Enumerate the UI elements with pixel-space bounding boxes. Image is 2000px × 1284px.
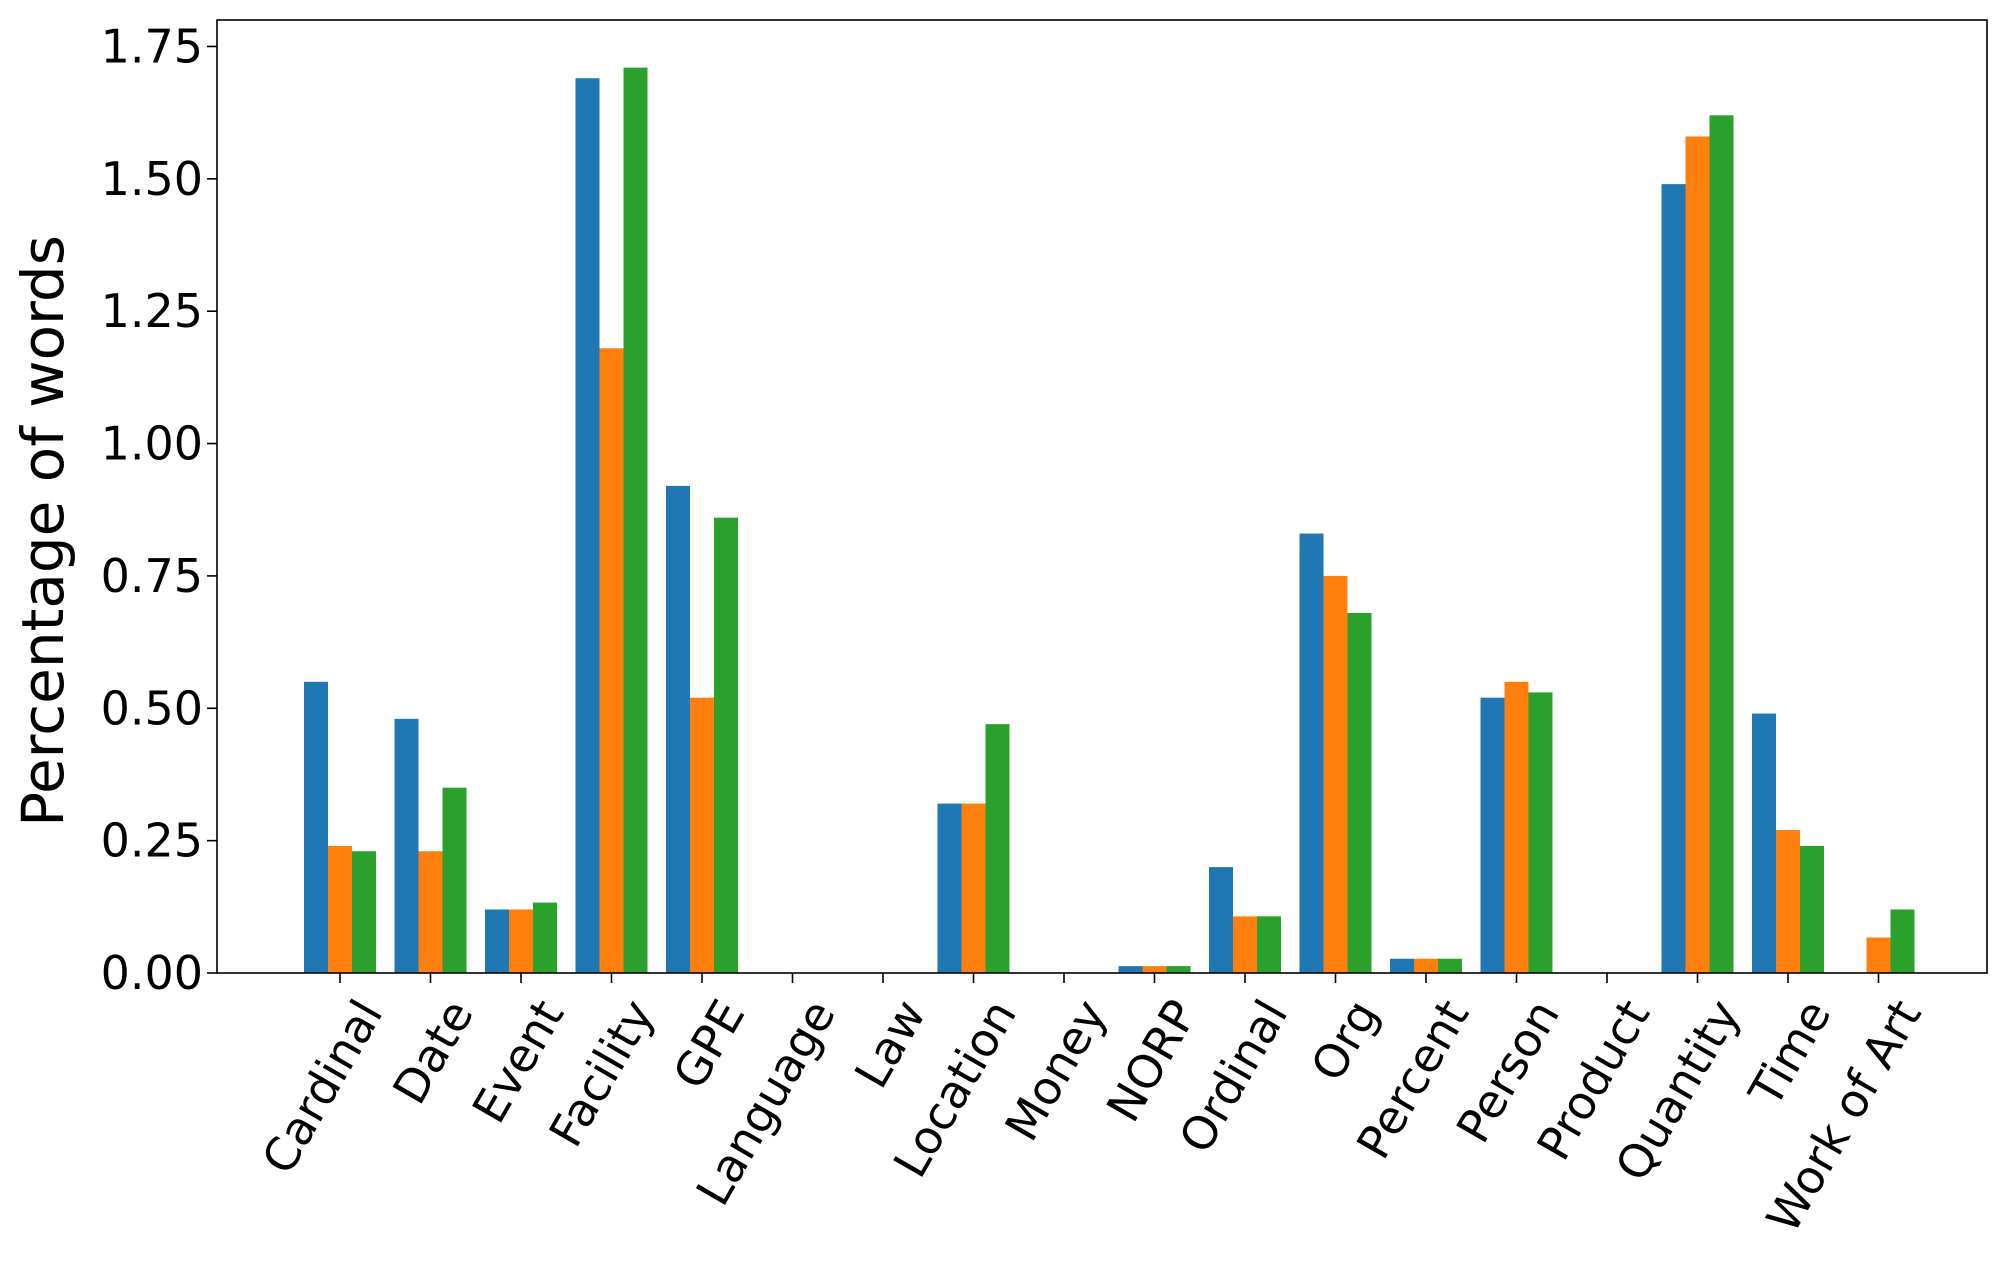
bar-cardinal-series-1 [304, 681, 328, 973]
x-tick-label-gpe: GPE [662, 991, 755, 1098]
bar-location-series-2 [961, 803, 986, 973]
y-tick-label: 1.75 [101, 19, 203, 73]
x-tick-label-org: Org [1300, 991, 1389, 1090]
bars-group [304, 67, 1915, 974]
y-tick-label: 0.75 [101, 549, 203, 603]
bar-event-series-1 [485, 909, 509, 973]
y-tick-label: 0.50 [101, 681, 203, 735]
plot-frame [216, 19, 1988, 974]
bar-percent-series-2 [1414, 958, 1438, 973]
y-axis: 0.00 0.25 0.50 0.75 1.00 1.25 1.50 1.75 [101, 19, 217, 1000]
bar-time-series-3 [1800, 845, 1824, 973]
y-tick-label: 1.00 [101, 417, 203, 471]
bar-work-of-art-series-3 [1890, 909, 1915, 973]
bar-date-series-2 [418, 851, 443, 973]
bar-facility-series-3 [623, 67, 648, 973]
bar-percent-series-1 [1390, 958, 1414, 973]
bar-event-series-2 [509, 909, 533, 973]
bar-location-series-3 [985, 724, 1010, 973]
bar-gpe-series-1 [666, 485, 690, 973]
bar-ordinal-series-3 [1257, 916, 1281, 973]
y-tick-label: 1.50 [101, 152, 203, 206]
x-tick-label-law: Law [844, 991, 936, 1097]
bar-person-series-3 [1528, 692, 1553, 973]
bar-org-series-2 [1323, 575, 1348, 973]
bar-gpe-series-2 [690, 697, 714, 973]
bar-location-series-1 [937, 803, 962, 973]
bar-org-series-1 [1299, 533, 1324, 973]
bar-facility-series-2 [599, 348, 624, 973]
bar-norp-series-3 [1166, 966, 1191, 973]
bar-norp-series-2 [1142, 966, 1167, 973]
bar-facility-series-1 [575, 78, 600, 974]
bar-quantity-series-2 [1685, 136, 1710, 974]
y-tick-label: 0.25 [101, 814, 203, 868]
x-tick-label-cardinal: Cardinal [251, 991, 393, 1183]
bar-date-series-1 [394, 718, 419, 973]
bar-norp-series-1 [1118, 966, 1143, 973]
bar-gpe-series-3 [714, 517, 738, 973]
bar-org-series-3 [1347, 612, 1372, 973]
y-tick-label: 1.25 [101, 284, 203, 338]
bar-quantity-series-1 [1661, 184, 1686, 973]
bar-percent-series-3 [1438, 958, 1462, 973]
bar-cardinal-series-3 [352, 851, 376, 973]
bar-event-series-3 [533, 902, 557, 973]
bar-quantity-series-3 [1709, 115, 1734, 974]
y-axis-label: Percentage of words [9, 235, 77, 827]
bar-work-of-art-series-2 [1866, 937, 1891, 973]
y-tick-label: 0.00 [101, 946, 203, 1000]
bar-ordinal-series-1 [1209, 867, 1233, 973]
bar-person-series-2 [1504, 681, 1529, 973]
bar-cardinal-series-2 [328, 845, 352, 973]
bar-ordinal-series-2 [1233, 916, 1257, 973]
bar-time-series-1 [1752, 713, 1776, 973]
bar-date-series-3 [442, 787, 467, 973]
bar-person-series-1 [1480, 697, 1505, 973]
bar-time-series-2 [1776, 830, 1800, 973]
x-axis: CardinalDateEventFacilityGPELanguageLawL… [251, 973, 1932, 1242]
